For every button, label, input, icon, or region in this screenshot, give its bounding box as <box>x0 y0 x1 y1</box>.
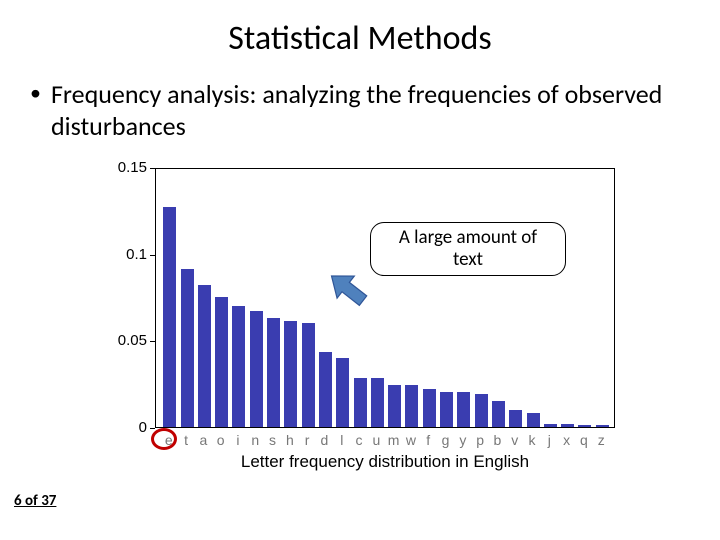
x-tick-label: f <box>426 432 430 448</box>
bar <box>578 425 591 427</box>
bar <box>181 269 194 427</box>
plot-area <box>155 168 615 428</box>
bar <box>302 323 315 427</box>
x-tick-label: t <box>184 432 188 448</box>
bullet-text: Frequency analysis: analyzing the freque… <box>51 78 690 142</box>
x-tick-label: d <box>321 432 329 448</box>
y-tick-label: 0.15 <box>110 159 147 176</box>
slide: Statistical Methods • Frequency analysis… <box>0 0 720 540</box>
bar <box>284 321 297 427</box>
x-tick-label: w <box>406 432 416 448</box>
y-tick-label: 0 <box>110 419 147 436</box>
bar <box>423 389 436 427</box>
x-axis-label: Letter frequency distribution in English <box>110 452 660 472</box>
bullet-marker: • <box>30 78 41 142</box>
x-tick-label: g <box>442 432 450 448</box>
x-tick-label: n <box>251 432 259 448</box>
x-tick-label: s <box>269 432 276 448</box>
arrow-icon <box>320 266 384 318</box>
x-tick-label: j <box>548 432 551 448</box>
bar <box>544 424 557 427</box>
x-tick-label: k <box>529 432 536 448</box>
bar <box>250 311 263 427</box>
bar <box>319 352 332 427</box>
bar <box>475 394 488 427</box>
bar <box>215 297 228 427</box>
bar <box>388 385 401 427</box>
bar <box>527 413 540 427</box>
x-tick-label: r <box>305 432 310 448</box>
x-tick-label: y <box>459 432 466 448</box>
x-tick-label: a <box>199 432 207 448</box>
x-tick-label: o <box>217 432 225 448</box>
bar <box>354 378 367 427</box>
y-tick-label: 0.05 <box>110 332 147 349</box>
bar <box>405 385 418 427</box>
y-tick-label: 0.1 <box>110 246 147 263</box>
bar <box>440 392 453 427</box>
x-tick-label: z <box>598 432 605 448</box>
bar <box>232 306 245 427</box>
bar <box>509 410 522 427</box>
callout-line2: text <box>453 248 483 271</box>
bar <box>596 425 609 427</box>
y-tick-mark <box>150 168 155 169</box>
x-tick-label: l <box>340 432 343 448</box>
x-tick-label: m <box>388 432 400 448</box>
x-tick-label: x <box>563 432 570 448</box>
bar-chart: 00.050.10.15 etaoinshrdlcumwfgypbvkjxqz … <box>110 168 630 488</box>
y-tick-mark <box>150 428 155 429</box>
x-tick-label: b <box>494 432 502 448</box>
bar <box>371 378 384 427</box>
x-tick-label: p <box>476 432 484 448</box>
highlight-circle <box>151 428 177 450</box>
bar <box>267 318 280 427</box>
x-tick-label: i <box>236 432 239 448</box>
x-tick-label: h <box>286 432 294 448</box>
callout-line1: A large amount of <box>399 226 537 249</box>
x-tick-label: q <box>580 432 588 448</box>
bar <box>457 392 470 427</box>
y-tick-mark <box>150 341 155 342</box>
x-tick-label: c <box>356 432 363 448</box>
bar <box>198 285 211 427</box>
bar <box>336 358 349 427</box>
bar <box>492 401 505 427</box>
slide-title: Statistical Methods <box>0 18 720 59</box>
callout-box: A large amount of text <box>370 222 566 276</box>
bullet-item: • Frequency analysis: analyzing the freq… <box>30 78 690 142</box>
x-tick-label: u <box>372 432 380 448</box>
bar <box>561 424 574 427</box>
page-number: 6 of 37 <box>14 492 56 510</box>
y-tick-mark <box>150 255 155 256</box>
bar <box>163 207 176 427</box>
x-tick-label: v <box>511 432 518 448</box>
